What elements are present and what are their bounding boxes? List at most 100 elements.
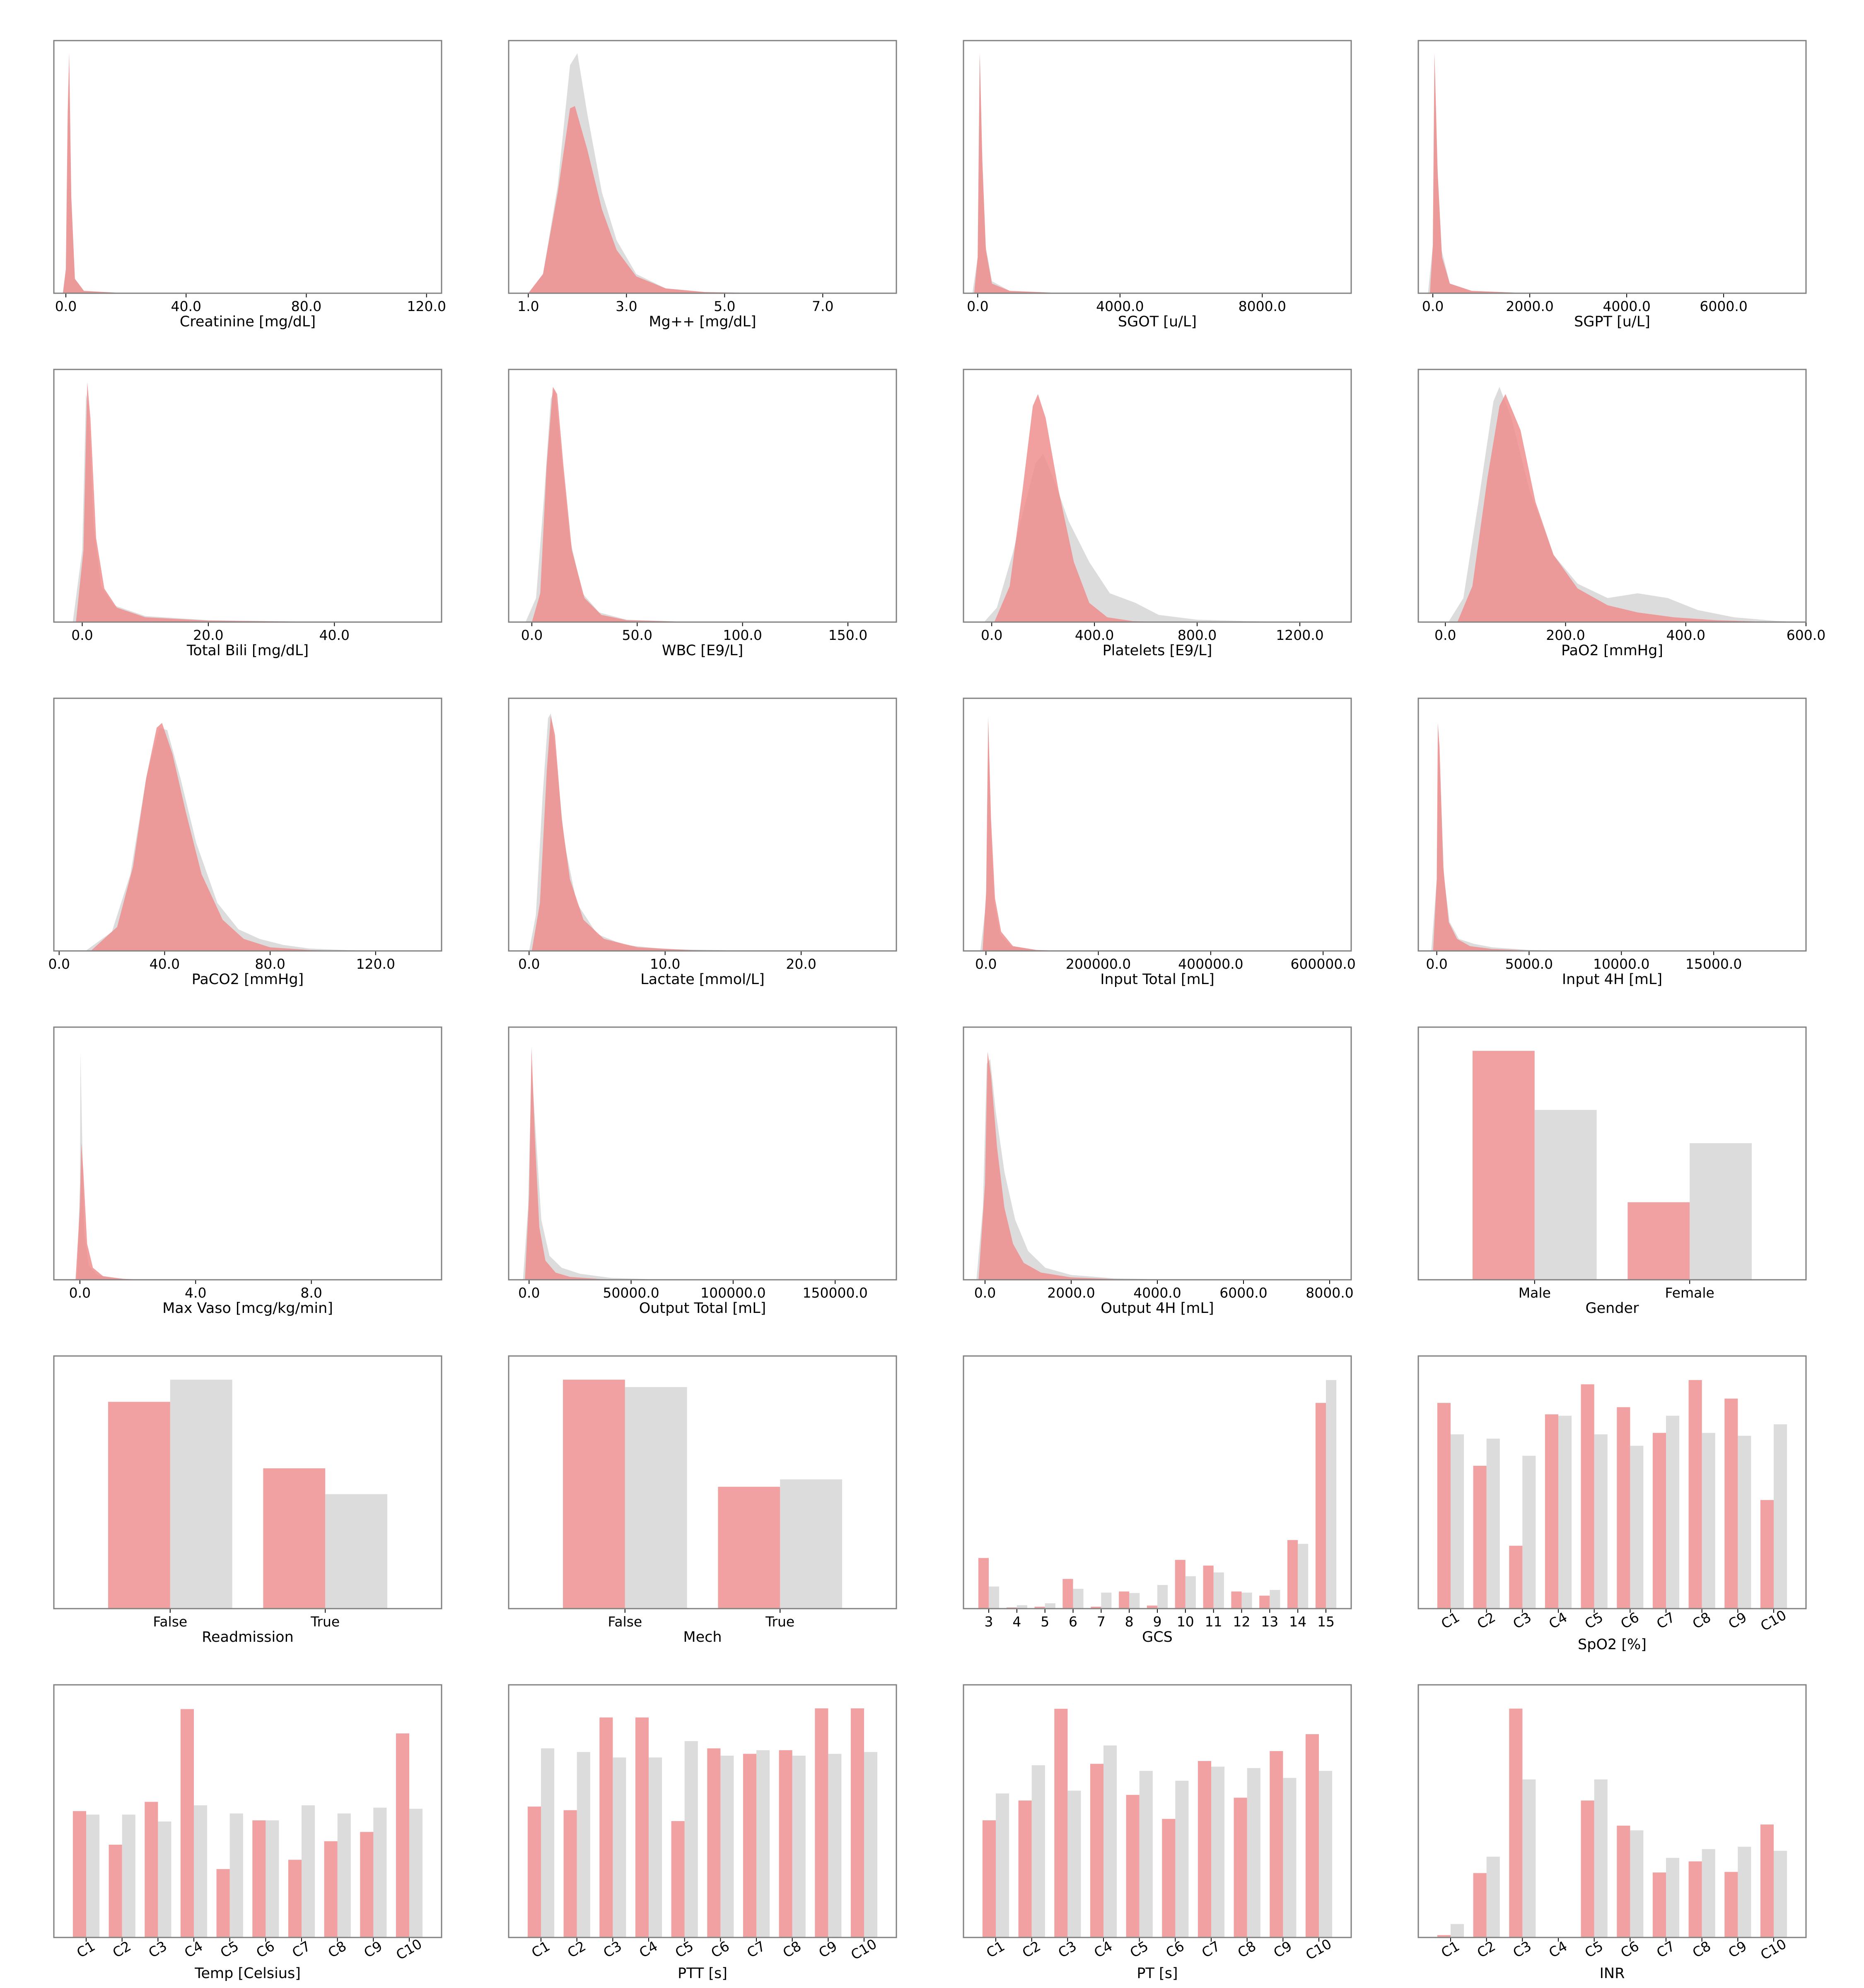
x-tick-label: C3 — [1510, 1609, 1534, 1632]
bar-primary — [718, 1486, 780, 1609]
x-tick-label: C10 — [1758, 1607, 1789, 1634]
x-tick-label: C1 — [74, 1938, 98, 1961]
bar-secondary — [1101, 1592, 1112, 1609]
x-tick-label: 3 — [985, 1614, 993, 1630]
bar-secondary — [1630, 1445, 1644, 1609]
bar-secondary — [1073, 1589, 1084, 1609]
bar-primary — [1652, 1872, 1666, 1937]
x-tick-label: C2 — [565, 1938, 589, 1961]
x-tick-label: C6 — [254, 1938, 278, 1961]
plot-frame — [1417, 40, 1807, 294]
plot-frame — [53, 369, 442, 623]
x-tick-label: C10 — [848, 1936, 879, 1963]
x-axis-label: Max Vaso [mcg/kg/min] — [162, 1300, 333, 1317]
x-tick-label: 4.0 — [185, 1285, 206, 1301]
density-secondary — [72, 394, 398, 622]
x-tick-label: C3 — [1510, 1938, 1534, 1961]
bar-secondary — [780, 1479, 842, 1609]
x-tick-label: C5 — [217, 1938, 241, 1961]
plot-frame — [1417, 697, 1807, 952]
x-tick-label: 0.0 — [981, 627, 1002, 643]
subplot-18: False True Mech — [508, 1355, 897, 1645]
bar-primary — [815, 1708, 828, 1937]
x-tick-label: 0.0 — [518, 1285, 540, 1301]
bar-secondary — [1738, 1436, 1751, 1609]
subplot-23: C1 C2 C3 C4 C5 C6 C7 C8 C9 C10 PT [s] — [963, 1684, 1352, 1982]
x-tick-label: 0.0 — [48, 956, 70, 972]
x-tick-label: C1 — [529, 1938, 553, 1961]
plot-frame — [53, 1684, 442, 1938]
plot-frame — [508, 1026, 897, 1281]
bar-secondary — [1139, 1771, 1153, 1937]
x-tick-label: 13 — [1261, 1614, 1278, 1630]
bar-primary — [72, 1811, 86, 1937]
x-tick-label: 1200.0 — [1276, 627, 1323, 643]
subplot-19: 3 4 5 6 7 8 9 10 11 12 13 14 15 GCS — [963, 1355, 1352, 1645]
bar-secondary — [1702, 1433, 1715, 1609]
x-axis-label: WBC [E9/L] — [662, 642, 744, 659]
bar-secondary — [1451, 1434, 1464, 1609]
subplot-16: Male Female Gender — [1417, 1026, 1807, 1317]
bar-secondary — [756, 1750, 770, 1937]
bar-secondary — [266, 1820, 279, 1937]
x-tick-label: Female — [1665, 1285, 1714, 1301]
bar-secondary — [989, 1586, 1000, 1609]
x-tick-label: 4000.0 — [1133, 1285, 1181, 1301]
bar-secondary — [302, 1805, 315, 1937]
bar-secondary — [1045, 1603, 1055, 1609]
bar-primary — [145, 1802, 158, 1937]
density-secondary — [523, 1064, 713, 1280]
bar-primary — [1091, 1607, 1101, 1609]
x-tick-label: C5 — [1582, 1938, 1606, 1961]
bar-secondary — [1270, 1590, 1280, 1609]
x-tick-label: 150.0 — [828, 627, 867, 643]
x-tick-label: 8000.0 — [1239, 298, 1286, 314]
bar-secondary — [864, 1752, 878, 1937]
subplot-20: C1 C2 C3 C4 C5 C6 C7 C8 C9 C10 SpO2 [%] — [1417, 1355, 1807, 1653]
x-tick-label: 0.0 — [967, 298, 988, 314]
bar-secondary — [170, 1380, 232, 1609]
bar-primary — [563, 1380, 625, 1609]
subplot-15: 0.0 2000.0 4000.0 6000.0 8000.0 Output 4H [mL… — [963, 1026, 1354, 1317]
bar-primary — [1234, 1797, 1247, 1937]
plot-frame — [1417, 369, 1807, 623]
bar-primary — [1119, 1591, 1130, 1609]
bar-primary — [288, 1860, 302, 1937]
density-primary — [983, 718, 1070, 951]
bar-secondary — [1522, 1455, 1536, 1609]
plot-frame — [53, 40, 442, 294]
bar-secondary — [1247, 1768, 1260, 1937]
x-tick-label: 0.0 — [1426, 956, 1447, 972]
x-tick-label: 200000.0 — [1066, 956, 1131, 972]
x-tick-label: 0.0 — [518, 956, 540, 972]
x-tick-label: 600000.0 — [1290, 956, 1355, 972]
subplot-22: C1 C2 C3 C4 C5 C6 C7 C8 C9 C10 PTT [s] — [508, 1684, 897, 1982]
bar-primary — [779, 1750, 792, 1937]
bar-primary — [1175, 1560, 1186, 1609]
x-axis-label: INR — [1600, 1965, 1625, 1982]
x-tick-label: C6 — [1618, 1938, 1642, 1961]
x-tick-label: 100000.0 — [700, 1285, 765, 1301]
bar-secondary — [1185, 1576, 1196, 1609]
bar-secondary — [1017, 1605, 1027, 1609]
x-tick-label: C7 — [1654, 1609, 1678, 1632]
x-tick-label: 150000.0 — [802, 1285, 867, 1301]
bar-primary — [1203, 1566, 1214, 1609]
x-tick-label: 0.0 — [975, 956, 997, 972]
x-tick-label: 20.0 — [786, 956, 816, 972]
x-axis-label: PaCO2 [mmHg] — [192, 971, 304, 988]
x-tick-label: C2 — [1019, 1938, 1043, 1961]
bar-secondary — [1666, 1858, 1680, 1937]
x-tick-label: True — [310, 1614, 340, 1630]
density-primary — [91, 723, 350, 951]
x-tick-label: C1 — [983, 1938, 1007, 1961]
x-tick-label: 2000.0 — [1047, 1285, 1095, 1301]
x-tick-label: 4000.0 — [1603, 298, 1650, 314]
x-axis-label: SGOT [u/L] — [1118, 314, 1197, 330]
subplot-9: 0.0 40.0 80.0 120.0 PaCO2 [mmHg] — [48, 697, 442, 988]
bar-secondary — [1558, 1416, 1572, 1609]
bar-secondary — [1103, 1745, 1117, 1937]
bar-primary — [1259, 1595, 1270, 1609]
subplot-12: 0.0 5000.0 10000.0 15000.0 Input 4H [mL] — [1417, 697, 1807, 988]
x-tick-label: 0.0 — [1434, 627, 1456, 643]
